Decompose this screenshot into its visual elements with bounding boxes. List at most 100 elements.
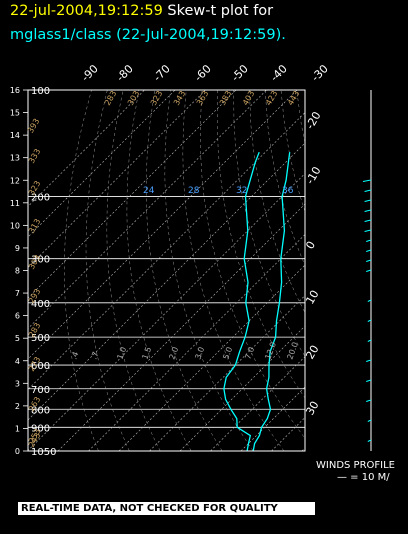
dry-adiabat-line	[264, 90, 305, 266]
right-temperature-tick-label: 0	[303, 239, 318, 252]
height-tick-label: 3	[15, 379, 20, 388]
wind-barb	[366, 249, 372, 252]
dry-adiabat-line	[85, 90, 130, 451]
wind-barb	[362, 179, 372, 182]
isotherm-line	[210, 356, 305, 451]
isotherm-line	[118, 264, 305, 451]
dry-adiabat-line	[200, 90, 305, 439]
plot-subtitle: mglass1/class (22-Jul-2004,19:12:59).	[10, 27, 286, 43]
wind-barb	[366, 399, 372, 402]
dry-adiabat-line	[164, 90, 254, 451]
pressure-tick-label: 600	[31, 361, 50, 372]
mixing-ratio-label: 28	[188, 186, 200, 196]
pressure-tick-label: 1050	[31, 447, 56, 458]
low-mixing-ratio-label: .4	[69, 350, 80, 360]
dry-adiabat-line	[360, 90, 408, 451]
pressure-tick-label: 200	[31, 192, 50, 203]
low-mixing-ratio-label: 2.0	[167, 346, 180, 361]
height-tick-label: 4	[15, 357, 20, 366]
pressure-tick-label: 700	[31, 385, 50, 396]
wind-barb	[364, 229, 372, 232]
adiabat-top-label: 403	[241, 89, 256, 107]
wind-barb	[364, 209, 372, 212]
wind-barb	[367, 339, 372, 342]
right-temperature-tick-label: 10	[303, 288, 321, 307]
isotherm-line	[28, 90, 267, 329]
pressure-tick-label: 800	[31, 405, 50, 416]
temperature-tick-label: -50	[229, 62, 251, 84]
adiabat-top-label: 283	[103, 89, 118, 107]
isotherm-line	[28, 90, 176, 238]
isotherm-line	[28, 142, 305, 421]
right-temperature-tick-label: -10	[303, 164, 323, 186]
height-tick-label: 15	[10, 109, 20, 118]
low-mixing-ratio-label: 3.0	[193, 346, 206, 361]
wind-barb	[367, 299, 372, 302]
height-tick-label: 2	[15, 402, 20, 411]
wind-profile-label: WINDS PROFILE	[316, 460, 395, 471]
low-mixing-ratio-label: 20.0	[285, 341, 300, 361]
isotherm-line	[240, 386, 305, 451]
pressure-tick-label: 100	[31, 86, 50, 97]
plot-title: Skew-t plot for	[167, 3, 274, 19]
height-tick-label: 7	[15, 289, 20, 298]
dry-adiabat-line	[376, 90, 408, 451]
height-tick-label: 6	[15, 312, 20, 321]
temperature-tick-label: -40	[268, 62, 290, 84]
isotherm-line	[28, 90, 145, 207]
mixing-ratio-label: 24	[143, 186, 155, 196]
height-tick-label: 13	[10, 154, 20, 163]
isotherm-line	[149, 295, 305, 451]
height-tick-label: 9	[15, 244, 20, 253]
low-mixing-ratio-label: 7.0	[243, 346, 256, 361]
quality-disclaimer: REAL-TIME DATA, NOT CHECKED FOR QUALITY	[18, 502, 315, 515]
adiabat-left-label: 333	[27, 147, 42, 165]
wind-barb	[366, 239, 372, 242]
temperature-tick-label: -30	[309, 62, 331, 84]
plot-frame	[27, 89, 306, 452]
dry-adiabat-line	[64, 90, 99, 451]
wind-barb	[364, 199, 372, 202]
height-tick-label: 8	[15, 267, 20, 276]
isotherm-line	[28, 90, 206, 268]
right-temperature-tick-label: 30	[303, 399, 321, 418]
pressure-tick-label: 900	[31, 423, 50, 434]
wind-barb	[366, 359, 372, 362]
pressure-tick-label: 300	[31, 255, 50, 266]
mixing-ratio-label: 32	[236, 186, 247, 196]
isotherm-line	[28, 173, 305, 451]
timestamp: 22-jul-2004,19:12:59	[10, 3, 163, 19]
pressure-tick-label: 500	[31, 333, 50, 344]
dry-adiabat-line	[182, 90, 285, 451]
isotherm-line	[271, 417, 305, 451]
dry-adiabat-line	[145, 90, 223, 451]
dry-adiabat-line	[216, 90, 305, 399]
height-tick-label: 1	[15, 424, 20, 433]
adiabat-left-label: 313	[27, 217, 42, 235]
isotherm-line	[28, 90, 237, 299]
right-temperature-tick-label: -20	[303, 109, 323, 131]
wind-barb	[366, 259, 372, 262]
adiabat-top-label: 383	[218, 89, 233, 107]
adiabat-top-label: 323	[149, 89, 164, 107]
dewpoint-trace	[223, 151, 260, 451]
isotherm-line	[88, 234, 305, 451]
height-tick-label: 12	[10, 176, 20, 185]
adiabat-top-label: 423	[264, 89, 279, 107]
height-tick-label: 14	[10, 131, 20, 140]
temperature-tick-label: -90	[79, 62, 101, 84]
dry-adiabat-line	[344, 90, 408, 451]
isotherm-line	[28, 90, 298, 360]
pressure-tick-label: 400	[31, 299, 50, 310]
isotherm-line	[28, 112, 305, 390]
height-tick-label: 16	[10, 86, 20, 95]
dry-adiabat-line	[106, 90, 161, 451]
adiabat-top-label: 443	[286, 89, 301, 107]
dry-adiabat-line	[313, 90, 408, 451]
adiabat-top-label: 343	[172, 89, 187, 107]
adiabat-top-label: 363	[195, 89, 210, 107]
temperature-trace	[252, 152, 291, 451]
low-mixing-ratio-label: 5.0	[221, 346, 234, 361]
dry-adiabat-line	[296, 90, 305, 145]
